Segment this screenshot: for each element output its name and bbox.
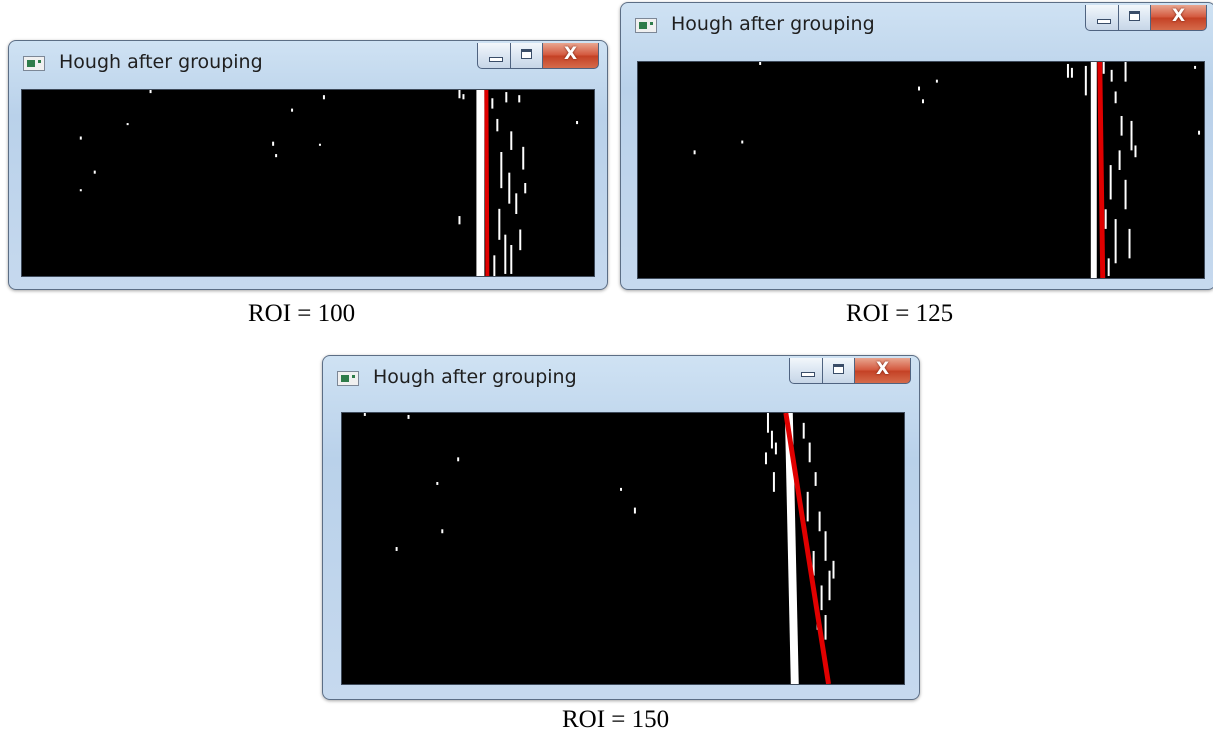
hough-window-roi-125: Hough after grouping X: [620, 2, 1213, 290]
window-title: Hough after grouping: [59, 51, 263, 73]
minimize-button[interactable]: [1085, 5, 1119, 31]
close-button[interactable]: X: [1151, 5, 1207, 31]
hough-image: [363, 413, 835, 684]
hough-window-roi-150: Hough after grouping X: [322, 355, 920, 700]
maximize-button[interactable]: [511, 43, 543, 69]
window-controls: X: [789, 358, 911, 384]
window-controls: X: [1085, 5, 1207, 31]
window-title: Hough after grouping: [671, 13, 875, 35]
title-bar[interactable]: Hough after grouping X: [621, 3, 1213, 43]
title-bar[interactable]: Hough after grouping X: [323, 356, 919, 396]
minimize-icon: [1097, 19, 1111, 24]
maximize-icon: [521, 49, 532, 59]
image-canvas: [21, 89, 595, 277]
close-icon: X: [1171, 6, 1186, 26]
caption-roi-150: ROI = 150: [562, 706, 670, 733]
minimize-button[interactable]: [477, 43, 511, 69]
app-window-icon: [23, 56, 45, 71]
hough-image: [693, 62, 1201, 278]
app-window-icon: [337, 371, 359, 386]
maximize-icon: [833, 364, 844, 374]
maximize-button[interactable]: [823, 358, 855, 384]
minimize-button[interactable]: [789, 358, 823, 384]
window-controls: X: [477, 43, 599, 69]
maximize-button[interactable]: [1119, 5, 1151, 31]
caption-roi-100: ROI = 100: [248, 300, 356, 327]
app-window-icon: [635, 18, 657, 33]
caption-roi-125: ROI = 125: [846, 300, 954, 327]
image-canvas: [637, 61, 1205, 279]
close-icon: X: [563, 44, 578, 64]
close-icon: X: [875, 359, 890, 379]
hough-image: [79, 90, 579, 276]
minimize-icon: [489, 57, 503, 62]
title-bar[interactable]: Hough after grouping X: [9, 41, 607, 81]
close-button[interactable]: X: [855, 358, 911, 384]
close-button[interactable]: X: [543, 43, 599, 69]
window-title: Hough after grouping: [373, 366, 577, 388]
minimize-icon: [801, 372, 815, 377]
maximize-icon: [1129, 11, 1140, 21]
hough-window-roi-100: Hough after grouping X: [8, 40, 608, 290]
image-canvas: [341, 412, 905, 685]
